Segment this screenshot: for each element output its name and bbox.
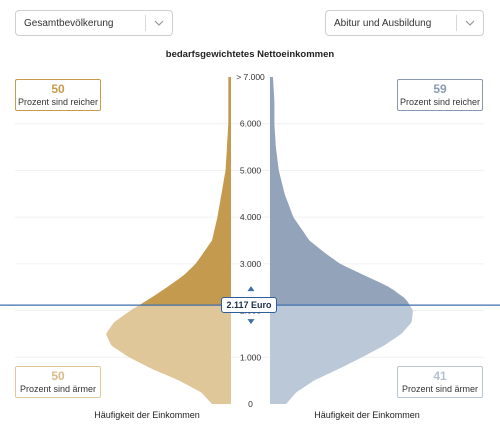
arrow-down-icon[interactable]	[247, 319, 255, 325]
arrow-up-icon[interactable]	[247, 286, 255, 292]
left-lower-area	[106, 305, 231, 404]
y-tick-label: 3.000	[240, 259, 262, 269]
grid-lines	[15, 123, 484, 358]
population-select-right[interactable]: Abitur und Ausbildung	[325, 10, 484, 36]
y-tick-label: 1.000	[240, 352, 262, 362]
left-richer-percent: 50	[51, 82, 65, 96]
y-tick-label: 0	[248, 399, 253, 409]
right-poorer-label: Prozent sind ärmer	[401, 384, 479, 394]
left-poorer-percent: 50	[51, 369, 65, 383]
chart-title: bedarfsgewichtetes Nettoeinkommen	[165, 49, 335, 60]
right-poorer-box: 41 Prozent sind ärmer	[397, 366, 483, 398]
right-poorer-percent: 41	[433, 369, 447, 383]
y-tick-label: 5.000	[240, 165, 262, 175]
right-richer-box: 59 Prozent sind reicher	[397, 79, 483, 111]
y-tick-label: 6.000	[240, 119, 262, 129]
select-divider	[145, 15, 146, 31]
left-poorer-label: Prozent sind ärmer	[19, 384, 97, 394]
y-tick-label: > 7.000	[236, 72, 265, 82]
left-axis-label: Häufigkeit der Einkommen	[94, 410, 200, 420]
population-select-right-value: Abitur und Ausbildung	[334, 17, 432, 29]
income-marker[interactable]: 2.117 Euro	[221, 297, 277, 314]
left-richer-box: 50 Prozent sind reicher	[15, 79, 101, 111]
left-poorer-box: 50 Prozent sind ärmer	[15, 366, 101, 398]
left-richer-label: Prozent sind reicher	[17, 97, 99, 107]
chevron-down-icon[interactable]	[146, 11, 172, 35]
right-upper-area	[270, 77, 410, 306]
population-select-left-value: Gesamtbevölkerung	[24, 17, 114, 29]
population-select-left[interactable]: Gesamtbevölkerung	[15, 10, 173, 36]
chevron-down-icon[interactable]	[457, 11, 483, 35]
right-richer-label: Prozent sind reicher	[399, 97, 481, 107]
right-lower-area	[270, 305, 413, 404]
right-richer-percent: 59	[433, 82, 447, 96]
density-areas	[106, 77, 413, 404]
select-divider	[456, 15, 457, 31]
y-tick-label: 4.000	[240, 212, 262, 222]
right-axis-label: Häufigkeit der Einkommen	[314, 410, 420, 420]
left-upper-area	[139, 77, 231, 306]
